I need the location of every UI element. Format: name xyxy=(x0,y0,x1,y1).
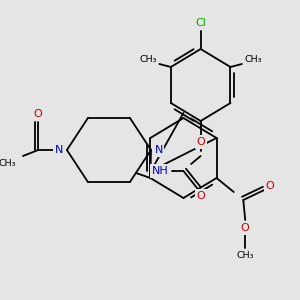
Text: N: N xyxy=(55,145,63,155)
Text: Cl: Cl xyxy=(195,18,206,28)
Text: CH₃: CH₃ xyxy=(236,251,254,260)
Text: N: N xyxy=(154,145,163,155)
Text: O: O xyxy=(241,223,250,233)
Text: CH₃: CH₃ xyxy=(139,56,157,64)
Text: O: O xyxy=(196,191,205,201)
Text: CH₃: CH₃ xyxy=(0,158,16,167)
Text: O: O xyxy=(266,181,274,191)
Text: O: O xyxy=(196,137,205,147)
Text: CH₃: CH₃ xyxy=(244,56,262,64)
Text: NH: NH xyxy=(152,166,169,176)
Text: O: O xyxy=(34,109,43,119)
